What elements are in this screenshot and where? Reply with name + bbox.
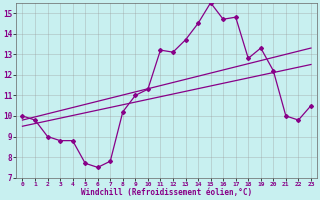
- X-axis label: Windchill (Refroidissement éolien,°C): Windchill (Refroidissement éolien,°C): [81, 188, 252, 197]
